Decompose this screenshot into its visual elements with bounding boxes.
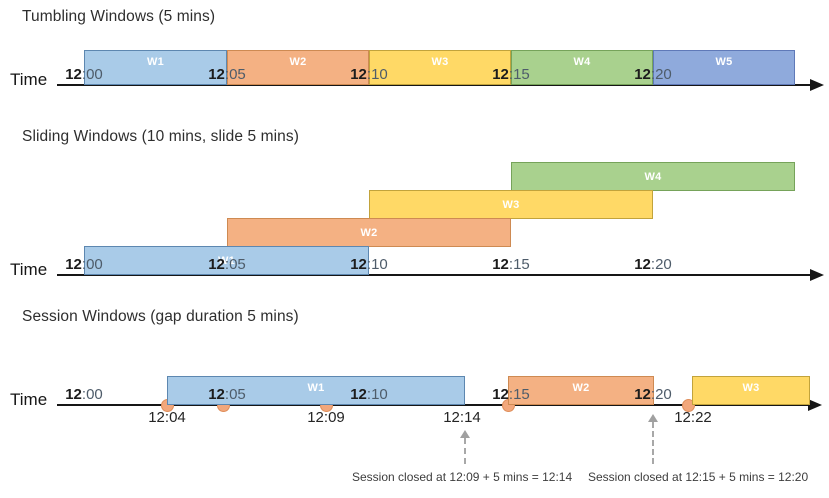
annotation-arrow-1	[464, 438, 466, 464]
tumbling-window-w4: W4	[511, 50, 653, 85]
window-label: W3	[431, 56, 449, 68]
session-time-axis	[57, 404, 812, 406]
sliding-tick-1210: 12:10	[350, 256, 388, 273]
tumbling-window-w5: W5	[653, 50, 795, 85]
window-label: W2	[289, 56, 307, 68]
tumbling-time-axis	[57, 84, 812, 86]
event-label-1209: 12:09	[307, 409, 345, 426]
window-label: W1	[146, 56, 165, 68]
session-tick-1205: 12:05	[208, 386, 246, 403]
event-label-1204: 12:04	[148, 409, 186, 426]
sliding-window-w3: W3	[369, 190, 653, 219]
sliding-time-axis-label: Time	[10, 260, 48, 279]
window-label: W5	[715, 56, 733, 68]
tumbling-tick-1205: 12:05	[208, 66, 246, 83]
event-label-1214: 12:14	[443, 409, 481, 426]
window-label: W4	[644, 170, 662, 183]
window-label: W4	[573, 56, 591, 68]
annotation-arrowhead-icon	[460, 430, 470, 438]
sliding-window-w1: W1	[84, 246, 369, 275]
sliding-tick-1215: 12:15	[492, 256, 530, 273]
sliding-section-title: Sliding Windows (10 mins, slide 5 mins)	[22, 128, 299, 145]
tumbling-window-w2: W2	[227, 50, 369, 85]
sliding-tick-1200: 12:00	[65, 256, 103, 273]
window-label: W2	[572, 382, 590, 394]
tumbling-tick-1220: 12:20	[634, 66, 672, 83]
window-label: W1	[307, 382, 325, 394]
tumbling-axis-arrowhead-icon	[810, 79, 824, 91]
session-window-w2: W2	[508, 376, 654, 405]
tumbling-tick-1200: 12:00	[65, 66, 103, 83]
annotation-arrowhead-icon	[648, 414, 658, 422]
session-time-axis-label: Time	[10, 390, 48, 409]
session-tick-1210: 12:10	[350, 386, 388, 403]
window-label: W3	[502, 198, 520, 211]
sliding-axis-arrowhead-icon	[810, 269, 824, 281]
session-closed-note-2: Session closed at 12:15 + 5 mins = 12:20	[588, 470, 809, 484]
annotation-arrow-2	[652, 422, 654, 464]
session-tick-1215: 12:15	[492, 386, 530, 403]
event-label-1222: 12:22	[674, 409, 712, 426]
session-window-w1: W1	[167, 376, 465, 405]
session-tick-1200: 12:00	[65, 386, 103, 403]
session-tick-1220: 12:20	[634, 386, 672, 403]
sliding-time-axis	[57, 274, 812, 276]
tumbling-tick-1210: 12:10	[350, 66, 388, 83]
tumbling-window-w1: W1	[84, 50, 227, 85]
window-label: W2	[360, 226, 378, 239]
sliding-tick-1205: 12:05	[208, 256, 246, 273]
event-dot-1222	[682, 399, 695, 412]
session-section-title: Session Windows (gap duration 5 mins)	[22, 308, 299, 325]
session-closed-note-1: Session closed at 12:09 + 5 mins = 12:14	[352, 470, 573, 484]
sliding-window-w2: W2	[227, 218, 511, 247]
tumbling-section-title: Tumbling Windows (5 mins)	[22, 8, 216, 25]
tumbling-window-w3: W3	[369, 50, 511, 85]
session-window-w3: W3	[692, 376, 810, 405]
window-label: W1	[217, 254, 236, 267]
tumbling-tick-1215: 12:15	[492, 66, 530, 83]
sliding-window-w4: W4	[511, 162, 795, 191]
sliding-tick-1220: 12:20	[634, 256, 672, 273]
window-label: W3	[742, 382, 760, 394]
session-axis-arrowhead-icon	[808, 399, 822, 411]
tumbling-time-axis-label: Time	[10, 70, 48, 89]
